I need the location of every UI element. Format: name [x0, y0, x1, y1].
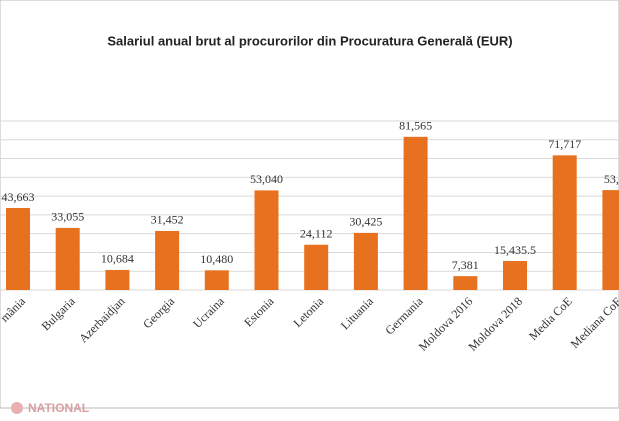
bar — [503, 261, 527, 290]
value-label: 53,2 — [604, 172, 619, 186]
bar — [6, 208, 30, 290]
chart-title: Salariul anual brut al procurorilor din … — [107, 33, 512, 48]
value-label: 53,040 — [250, 172, 283, 186]
bar — [602, 190, 619, 290]
value-label: 31,452 — [151, 213, 184, 227]
bar — [304, 244, 329, 290]
watermark-icon — [11, 402, 23, 414]
bar — [55, 227, 80, 290]
bar — [403, 136, 428, 290]
bar — [204, 270, 229, 290]
value-label: 81,565 — [399, 119, 432, 133]
value-label: 10,480 — [200, 252, 233, 266]
value-label: 7,381 — [452, 258, 479, 272]
value-label: 43,663 — [2, 190, 35, 204]
chart-frame — [0, 0, 619, 409]
value-label: 10,684 — [101, 252, 134, 266]
bar — [453, 276, 478, 290]
bar — [155, 230, 180, 290]
bar — [105, 269, 130, 290]
watermark: NATIONAL — [28, 401, 89, 415]
value-label: 15,435.5 — [494, 243, 536, 257]
value-label: 33,055 — [51, 210, 84, 224]
value-label: 71,717 — [548, 137, 581, 151]
bar — [552, 155, 577, 290]
bar — [254, 190, 279, 290]
value-label: 24,112 — [300, 226, 333, 240]
bar — [353, 232, 378, 290]
value-label: 30,425 — [349, 215, 382, 229]
